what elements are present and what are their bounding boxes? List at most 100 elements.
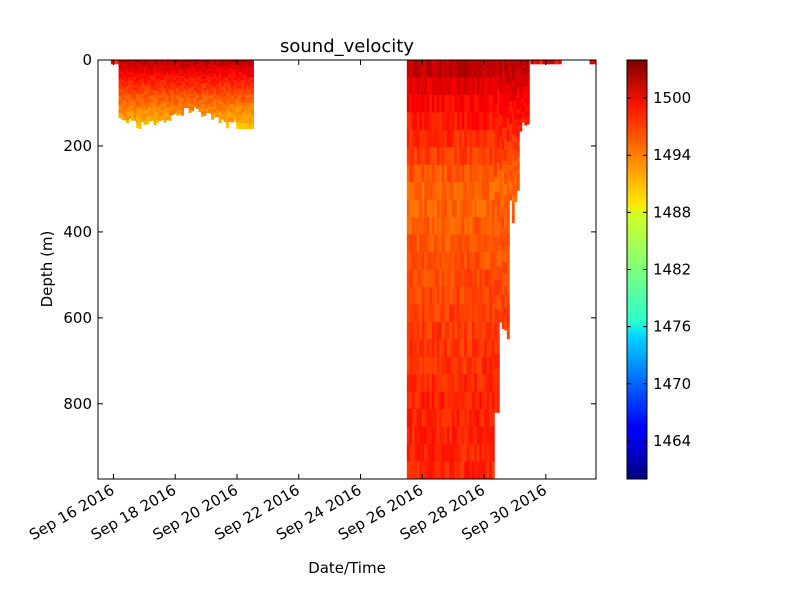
- profile-cell: [555, 60, 559, 65]
- profile-cell: [459, 321, 463, 340]
- profile-cell: [221, 87, 224, 91]
- profile-cell: [521, 80, 525, 84]
- profile-cell: [449, 94, 453, 113]
- profile-cell: [411, 269, 415, 288]
- profile-cell: [409, 252, 413, 270]
- profile-cell: [501, 261, 505, 274]
- profile-cell: [143, 113, 147, 117]
- profile-cell: [436, 409, 440, 428]
- profile-cell: [491, 461, 495, 479]
- profile-cell: [419, 374, 423, 393]
- profile-cell: [501, 60, 505, 72]
- profile-cell: [511, 175, 515, 183]
- profile-cell: [514, 136, 518, 144]
- profile-cell: [161, 72, 164, 76]
- profile-cell: [248, 114, 252, 118]
- profile-cell: [203, 76, 207, 79]
- profile-cell: [163, 62, 167, 66]
- profile-cell: [526, 73, 530, 77]
- profile-cell: [136, 122, 139, 126]
- profile-cell: [499, 147, 503, 159]
- profile-cell: [131, 85, 134, 89]
- profile-cell: [163, 111, 167, 115]
- profile-cell: [469, 129, 473, 148]
- profile-cell: [128, 67, 132, 71]
- profile-cell: [456, 182, 460, 201]
- profile-cell: [519, 110, 523, 114]
- profile-cell: [143, 68, 147, 72]
- profile-cell: [136, 93, 139, 98]
- profile-cell: [456, 129, 460, 148]
- profile-cell: [446, 60, 450, 78]
- profile-cell: [148, 82, 152, 86]
- profile-cell: [166, 84, 169, 88]
- profile-cell: [406, 182, 410, 201]
- profile-cell: [446, 164, 450, 183]
- profile-cell: [221, 97, 224, 100]
- profile-cell: [434, 374, 438, 393]
- profile-cell: [421, 234, 425, 253]
- profile-cell: [243, 80, 247, 84]
- profile-cell: [171, 96, 174, 100]
- profile-cell: [246, 71, 249, 75]
- profile-cell: [156, 73, 159, 77]
- profile-cell: [126, 117, 129, 121]
- profile-cell: [526, 81, 530, 85]
- profile-cell: [439, 269, 443, 288]
- profile-cell: [416, 77, 420, 96]
- profile-cell: [153, 97, 157, 102]
- profile-cell: [181, 113, 184, 116]
- profile-cell: [161, 87, 164, 91]
- profile-cell: [471, 199, 475, 218]
- profile-cell: [439, 164, 443, 183]
- profile-cell: [426, 409, 430, 428]
- profile-cell: [206, 75, 209, 78]
- profile-cell: [233, 105, 237, 109]
- profile-cell: [426, 356, 430, 375]
- profile-cell: [476, 147, 480, 166]
- profile-cell: [496, 383, 500, 399]
- profile-cell: [246, 114, 249, 118]
- profile-cell: [133, 87, 137, 91]
- profile-cell: [141, 106, 144, 110]
- profile-cell: [414, 129, 418, 148]
- profile-cell: [193, 60, 197, 63]
- profile-cell: [141, 111, 144, 115]
- profile-cell: [146, 83, 149, 88]
- profile-cell: [181, 69, 184, 72]
- profile-cell: [186, 69, 189, 73]
- profile-cell: [118, 105, 122, 109]
- profile-cell: [406, 286, 410, 305]
- profile-cell: [499, 311, 503, 323]
- profile-cell: [141, 95, 144, 99]
- profile-cell: [131, 60, 134, 63]
- profile-cell: [213, 102, 217, 106]
- profile-cell: [218, 60, 222, 64]
- profile-cell: [156, 86, 159, 90]
- profile-cell: [141, 77, 144, 81]
- profile-cell: [524, 103, 528, 107]
- profile-cell: [424, 409, 428, 428]
- profile-cell: [471, 304, 475, 323]
- profile-cell: [251, 62, 254, 67]
- profile-cell: [454, 60, 458, 78]
- profile-cell: [128, 103, 132, 107]
- profile-cell: [511, 73, 515, 81]
- profile-cell: [168, 80, 172, 84]
- profile-cell: [138, 91, 142, 95]
- profile-cell: [121, 114, 124, 118]
- profile-cell: [516, 87, 520, 93]
- profile-cell: [178, 60, 182, 63]
- profile-cell: [126, 65, 129, 69]
- profile-cell: [489, 409, 493, 428]
- profile-cell: [191, 64, 194, 67]
- profile-cell: [481, 304, 485, 323]
- profile-cell: [148, 85, 152, 89]
- profile-cell: [496, 368, 500, 384]
- profile-cell: [456, 374, 460, 393]
- profile-cell: [136, 82, 139, 86]
- profile-cell: [196, 94, 199, 97]
- profile-cell: [141, 70, 144, 74]
- profile-cell: [444, 147, 448, 166]
- profile-cell: [248, 105, 252, 110]
